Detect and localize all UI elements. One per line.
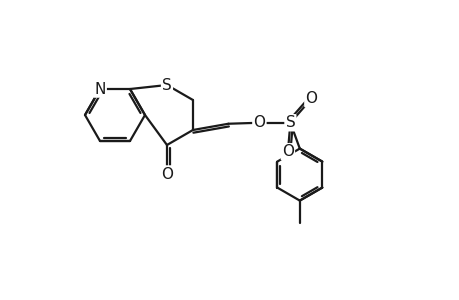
Text: O: O — [161, 167, 173, 182]
Text: N: N — [94, 82, 106, 97]
Text: O: O — [253, 115, 265, 130]
Text: O: O — [305, 91, 317, 106]
Text: O: O — [281, 144, 293, 159]
Text: S: S — [285, 115, 295, 130]
Text: S: S — [162, 77, 172, 92]
